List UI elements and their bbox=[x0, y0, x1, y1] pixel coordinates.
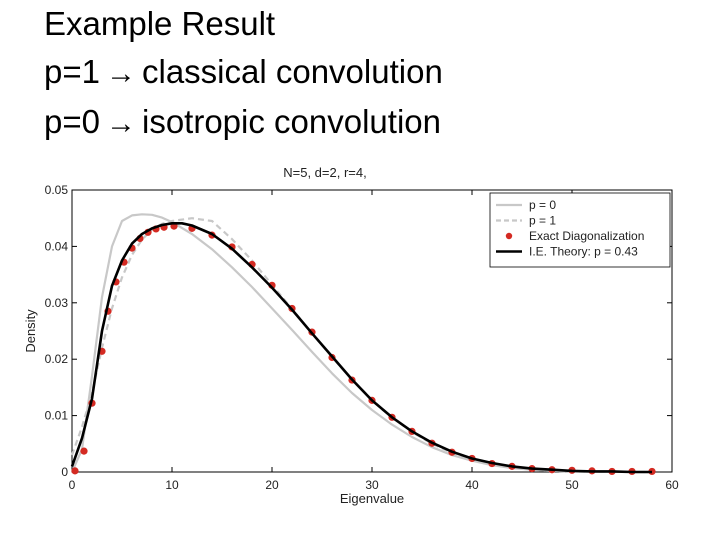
x-tick-label: 0 bbox=[69, 478, 76, 492]
slide-title: Example Result bbox=[44, 5, 276, 42]
x-tick-label: 20 bbox=[265, 478, 279, 492]
x-axis-label: Eigenvalue bbox=[340, 491, 404, 506]
legend-label: p = 0 bbox=[529, 198, 556, 212]
y-tick-label: 0 bbox=[61, 465, 68, 479]
legend-marker bbox=[505, 232, 513, 240]
legend-label: I.E. Theory: p = 0.43 bbox=[529, 245, 638, 259]
slide-title-block: Example Result p=1 → classical convolution… bbox=[44, 0, 443, 148]
y-tick-label: 0.02 bbox=[45, 352, 69, 366]
x-tick-label: 10 bbox=[165, 478, 179, 492]
right-arrow-icon: → bbox=[105, 107, 136, 140]
legend-label: p = 1 bbox=[529, 214, 556, 228]
y-tick-label: 0.03 bbox=[45, 296, 69, 310]
line-1-prefix: p=1 bbox=[44, 53, 100, 90]
right-arrow-icon: → bbox=[105, 57, 136, 90]
y-tick-label: 0.01 bbox=[45, 409, 69, 423]
axis-ticks: 0 10 20 30 40 50 60 0 0.01 0.02 0.03 0.04 0.05 bbox=[45, 183, 679, 492]
data-point bbox=[71, 467, 79, 475]
legend-label: Exact Diagonalization bbox=[529, 229, 644, 243]
y-axis-label: Density bbox=[23, 309, 38, 353]
line-1-text: classical convolution bbox=[141, 53, 443, 90]
series-layer bbox=[70, 213, 656, 476]
x-tick-label: 40 bbox=[465, 478, 479, 492]
x-tick-label: 60 bbox=[665, 478, 679, 492]
x-tick-label: 50 bbox=[565, 478, 579, 492]
data-point bbox=[80, 447, 88, 455]
slide-line-1: p=1 → classical convolution bbox=[44, 48, 443, 98]
y-tick-label: 0.05 bbox=[45, 183, 69, 197]
series-i-e-theory-p-0-43-line bbox=[70, 222, 652, 474]
line-2-text: isotropic convolution bbox=[141, 103, 441, 140]
y-tick-label: 0.04 bbox=[45, 239, 69, 253]
x-tick-label: 30 bbox=[365, 478, 379, 492]
chart-title: N=5, d=2, r=4, bbox=[283, 165, 366, 180]
line-2-prefix: p=0 bbox=[44, 103, 100, 140]
slide-line-2: p=0 → isotropic convolution bbox=[44, 98, 443, 148]
